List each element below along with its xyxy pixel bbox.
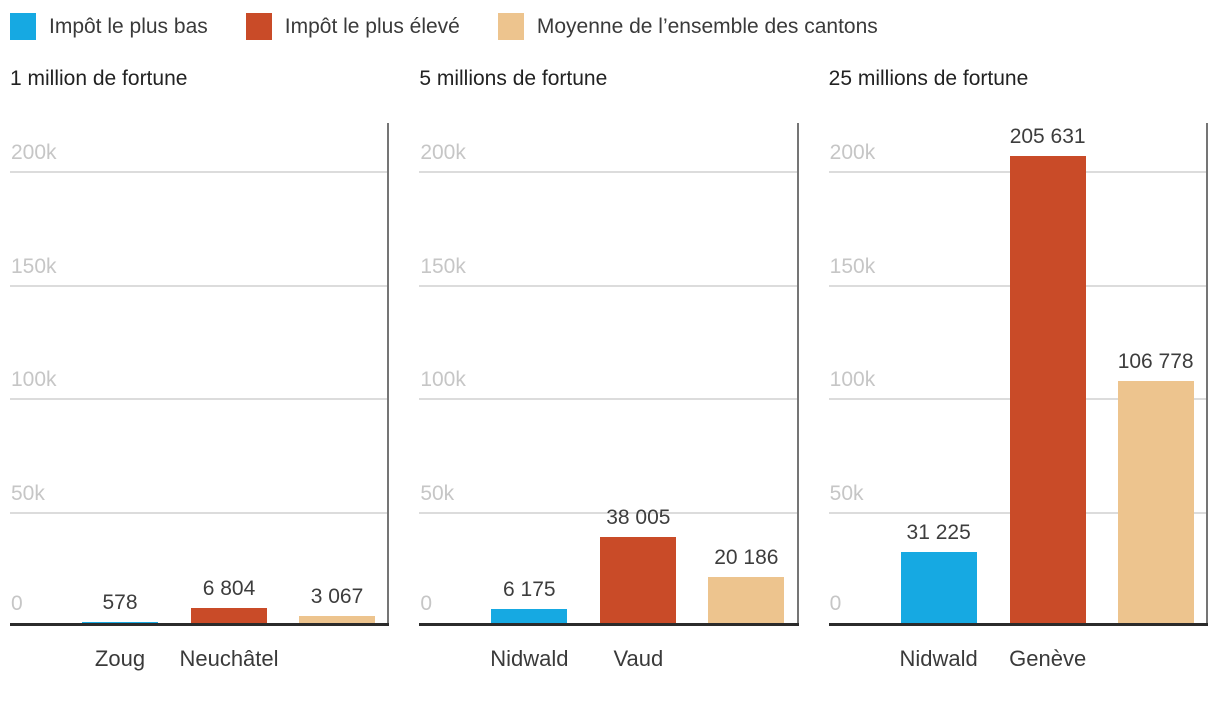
panel-title: 5 millions de fortune [419, 67, 608, 90]
x-axis-labels: Nidwald Genève [829, 626, 1208, 686]
bar-lowest-tax [82, 622, 158, 623]
legend-label: Moyenne de l’ensemble des cantons [536, 15, 878, 38]
bar-lowest-tax [900, 552, 977, 623]
bar-average-tax [1117, 381, 1194, 623]
panel-title: 25 millions de fortune [828, 67, 1029, 90]
axis-tick-label: 100k [11, 368, 57, 391]
legend-label: Impôt le plus élevé [284, 15, 460, 38]
x-axis-line [10, 623, 390, 626]
category-label: Vaud [613, 646, 664, 671]
legend-item-highest-tax: Impôt le plus élevé [245, 13, 460, 40]
axis-tick-label: 100k [829, 368, 876, 391]
y-axis-line [387, 123, 390, 626]
axis-tick-label: 50k [829, 482, 864, 505]
bar-value-label: 106 778 [1117, 350, 1194, 373]
gridline-200k [419, 171, 799, 173]
plot-area: 0 50k 100k 150k 200k 31 225 205 631 106 … [828, 123, 1208, 626]
legend-swatch-icon [245, 13, 272, 40]
axis-tick-label: 50k [11, 482, 45, 505]
axis-tick-label: 150k [829, 255, 876, 278]
axis-tick-label: 0 [829, 592, 842, 615]
plot-area: 0 50k 100k 150k 200k 6 175 38 005 20 186 [419, 123, 799, 626]
gridline-100k [10, 398, 390, 400]
bar-highest-tax [1009, 156, 1086, 623]
x-axis-labels: Zoug Neuchâtel [10, 626, 389, 686]
axis-tick-label: 200k [420, 141, 466, 164]
bar-value-label: 31 225 [906, 521, 971, 544]
legend-item-cantons-average: Moyenne de l’ensemble des cantons [497, 13, 878, 40]
bar-value-label: 38 005 [606, 506, 671, 529]
bar-value-label: 20 186 [714, 546, 779, 569]
small-multiples-row: 1 million de fortune 0 50k 100k 150k 200… [0, 66, 1220, 686]
x-axis-labels: Nidwald Vaud [419, 626, 798, 686]
axis-tick-label: 50k [420, 482, 455, 505]
axis-tick-label: 0 [11, 592, 23, 615]
legend-swatch-icon [497, 13, 524, 40]
axis-tick-label: 100k [420, 368, 466, 391]
bar-value-label: 205 631 [1009, 125, 1086, 148]
legend-label: Impôt le plus bas [49, 15, 208, 38]
axis-tick-label: 200k [11, 141, 57, 164]
axis-tick-label: 150k [420, 255, 466, 278]
panel-title: 1 million de fortune [10, 67, 188, 90]
axis-tick-label: 150k [11, 255, 57, 278]
gridline-100k [419, 398, 799, 400]
category-label: Zoug [94, 646, 146, 671]
bar-average-tax [708, 577, 785, 623]
chart-panel-1-million: 1 million de fortune 0 50k 100k 150k 200… [10, 66, 390, 686]
legend-swatch-icon [10, 13, 36, 40]
chart-panel-25-millions: 25 millions de fortune 0 50k 100k 150k 2… [828, 66, 1208, 686]
bar-average-tax [299, 616, 375, 623]
axis-tick-label: 0 [420, 592, 433, 615]
gridline-200k [10, 171, 390, 173]
y-axis-line [796, 123, 799, 626]
category-label: Nidwald [490, 646, 569, 671]
bar-highest-tax [600, 537, 677, 623]
bar-lowest-tax [491, 609, 568, 623]
category-label: Nidwald [899, 646, 978, 671]
bar-value-label: 6 804 [202, 577, 256, 600]
bar-value-label: 6 175 [503, 578, 556, 601]
category-label: Neuchâtel [179, 646, 279, 671]
chart-legend: Impôt le plus bas Impôt le plus élevé Mo… [0, 0, 1220, 40]
legend-item-lowest-tax: Impôt le plus bas [10, 13, 208, 40]
axis-tick-label: 200k [829, 141, 876, 164]
bar-value-label: 3 067 [310, 585, 364, 608]
x-axis-line [419, 623, 799, 626]
chart-panel-5-millions: 5 millions de fortune 0 50k 100k 150k 20… [419, 66, 799, 686]
category-label: Genève [1009, 646, 1087, 671]
plot-area: 0 50k 100k 150k 200k 578 6 804 3 067 [10, 123, 390, 626]
gridline-150k [419, 285, 799, 287]
gridline-50k [419, 512, 799, 514]
y-axis-line [1205, 123, 1208, 626]
bar-value-label: 578 [102, 591, 138, 614]
bar-highest-tax [191, 608, 267, 623]
x-axis-line [828, 623, 1208, 626]
gridline-150k [10, 285, 390, 287]
gridline-50k [10, 512, 390, 514]
